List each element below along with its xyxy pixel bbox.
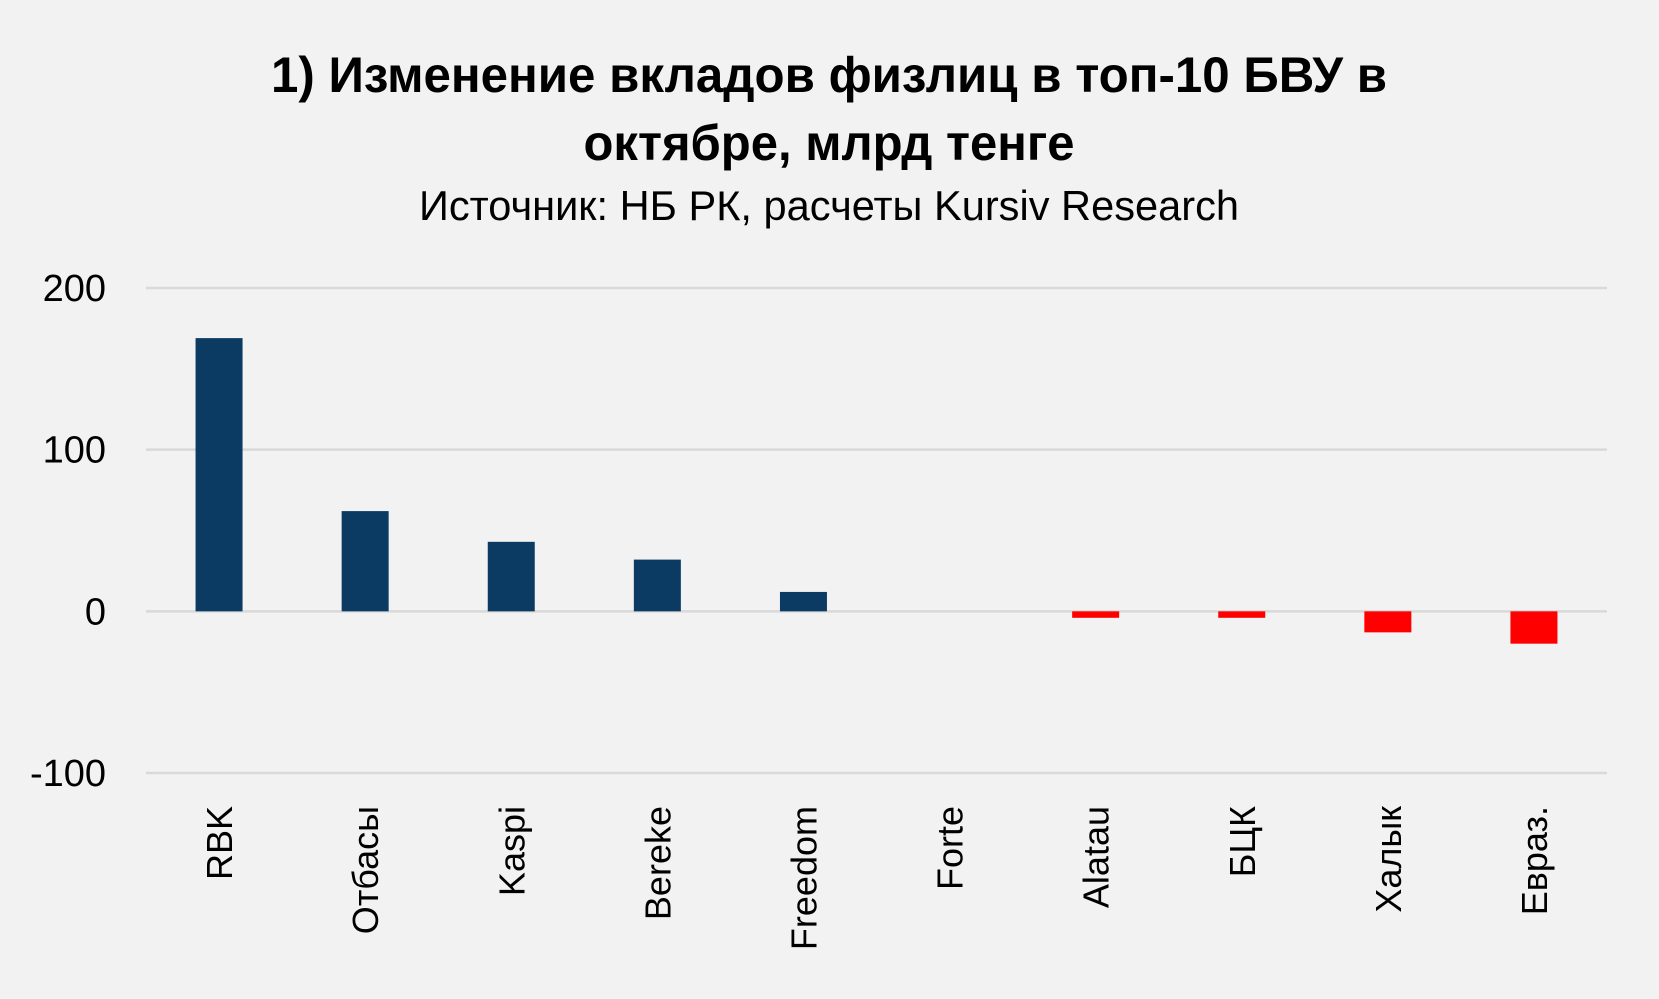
y-tick-label: 0: [85, 591, 106, 633]
bars: [195, 338, 1558, 644]
x-category-label: Freedom: [783, 806, 824, 950]
chart-title-line-1: 1) Изменение вкладов физлиц в топ-10 БВУ…: [271, 47, 1387, 103]
x-category-label: Отбасы: [345, 806, 386, 934]
bar-6: [1072, 611, 1120, 618]
bar-2: [487, 541, 535, 612]
chart-subtitle: Источник: НБ РК, расчеты Kursiv Research: [419, 182, 1239, 229]
y-tick-label: 100: [43, 430, 106, 472]
bar-7: [1218, 611, 1266, 618]
x-category-label: Евраз.: [1514, 806, 1555, 915]
bar-8: [1364, 611, 1412, 633]
x-category-label: RBK: [199, 806, 240, 880]
x-category-label: Kaspi: [491, 806, 532, 896]
bar-4: [779, 591, 827, 612]
bar-0: [195, 338, 243, 612]
x-category-label: БЦК: [1222, 806, 1263, 877]
x-category-label: Халык: [1368, 806, 1409, 913]
chart-title-line-2: октябре, млрд тенге: [584, 115, 1075, 171]
x-category-label: Forte: [930, 806, 971, 890]
bar-1: [341, 511, 389, 612]
bar-9: [1510, 611, 1558, 644]
y-axis-ticks: 200 100 0 -100: [30, 268, 106, 795]
y-tick-label: -100: [30, 753, 106, 795]
x-category-label: Alatau: [1076, 806, 1117, 908]
bar-3: [633, 559, 681, 612]
y-tick-label: 200: [43, 268, 106, 310]
x-axis-labels: RBK Отбасы Kaspi Bereke Freedom Forte Alatau БЦ…: [199, 806, 1555, 950]
gridlines: [146, 286, 1607, 775]
x-category-label: Bereke: [637, 806, 678, 920]
